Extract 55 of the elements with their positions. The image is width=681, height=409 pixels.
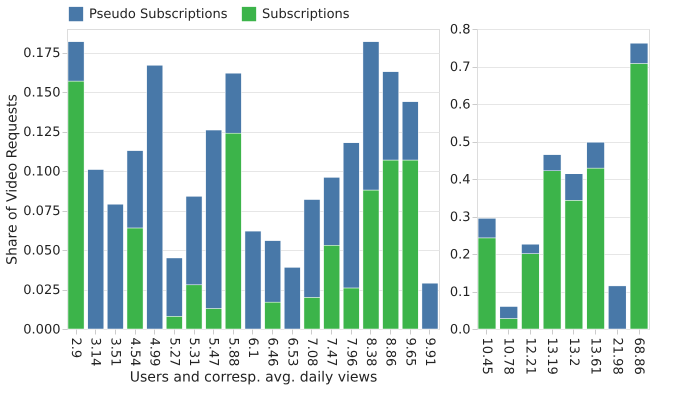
x-tick-label: 5.88 xyxy=(225,338,240,366)
y-tick-label: 0.150 xyxy=(23,86,60,101)
x-tick-label: 3.14 xyxy=(88,338,103,366)
x-tick-label: 3.51 xyxy=(107,338,122,366)
x-tick-label: 21.98 xyxy=(609,338,624,375)
x-tick-label: 5.27 xyxy=(166,338,182,366)
y-tick-label: 0.7 xyxy=(450,60,470,75)
y-tick-label: 0.0 xyxy=(450,322,470,338)
y-tick-label: 0.050 xyxy=(23,244,60,259)
x-tick-label: 9.65 xyxy=(402,338,418,366)
y-tick-label: 0.3 xyxy=(450,210,470,225)
x-tick-label: 68.86 xyxy=(631,338,646,375)
legend-label: Subscriptions xyxy=(262,7,350,22)
x-tick-label: 5.47 xyxy=(206,338,221,366)
x-tick-label: 6.1 xyxy=(245,338,260,358)
x-tick-label: 9.91 xyxy=(422,338,437,366)
x-axis-title: Users and corresp. avg. daily views xyxy=(130,369,378,386)
y-tick-label: 0.175 xyxy=(23,46,60,62)
bar xyxy=(608,286,626,330)
x-tick-label: 7.96 xyxy=(343,338,358,366)
x-tick-label: 7.08 xyxy=(304,338,319,366)
bar xyxy=(107,204,124,330)
y-tick-label: 0.6 xyxy=(450,98,470,112)
y-tick-label: 0.000 xyxy=(23,322,60,338)
y-tick-label: 0.4 xyxy=(450,172,470,188)
y-tick-label: 0.075 xyxy=(23,204,60,220)
bar xyxy=(244,230,262,330)
x-tick-label: 10.78 xyxy=(500,338,516,375)
bar xyxy=(146,65,164,330)
x-tick-label: 2.9 xyxy=(68,338,84,358)
y-tick-label: 0.2 xyxy=(450,248,470,262)
legend-label: Pseudo Subscriptions xyxy=(89,7,228,22)
x-tick-label: 4.54 xyxy=(127,338,142,366)
y-tick-label: 0.100 xyxy=(23,164,60,180)
bar xyxy=(87,169,104,330)
x-tick-label: 13.61 xyxy=(588,338,603,375)
y-tick-label: 0.5 xyxy=(450,135,470,150)
x-tick-label: 4.99 xyxy=(146,338,162,366)
x-tick-label: 6.46 xyxy=(264,338,280,366)
y-tick-label: 0.025 xyxy=(23,283,60,298)
x-tick-label: 8.86 xyxy=(382,338,398,366)
bar xyxy=(284,267,301,330)
x-tick-label: 13.2 xyxy=(566,338,581,366)
x-tick-label: 13.19 xyxy=(544,338,560,375)
y-tick-label: 0.125 xyxy=(23,125,60,140)
x-tick-label: 12.21 xyxy=(522,338,538,375)
y-tick-label: 0.1 xyxy=(450,285,470,300)
y-axis-title: Share of Video Requests xyxy=(4,94,20,265)
x-tick-label: 5.31 xyxy=(186,338,202,366)
bar xyxy=(422,282,438,330)
x-tick-label: 6.53 xyxy=(284,338,300,366)
y-tick-label: 0.8 xyxy=(450,22,470,38)
x-tick-label: 8.38 xyxy=(362,338,378,366)
x-tick-label: 10.45 xyxy=(478,338,494,375)
x-tick-label: 7.47 xyxy=(324,338,339,366)
